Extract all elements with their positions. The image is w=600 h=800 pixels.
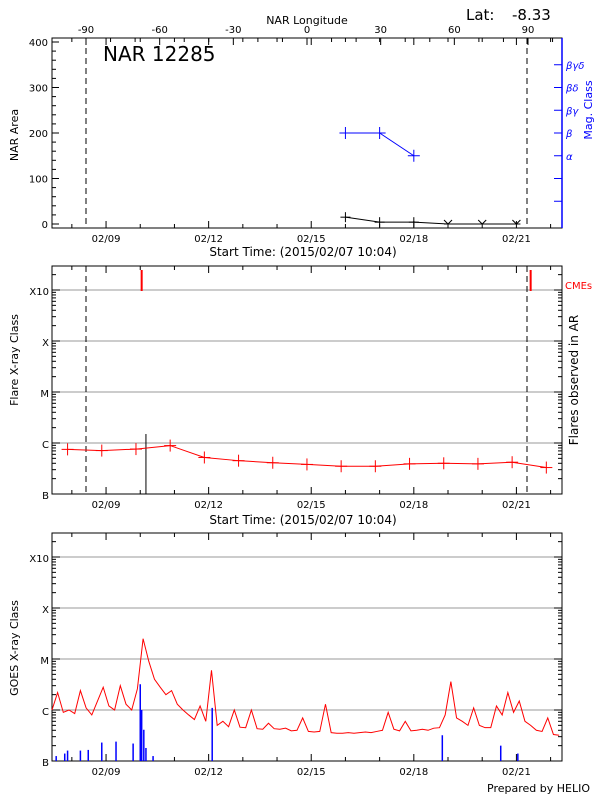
flares-x-tick-label: 02/15: [297, 500, 326, 511]
mag-class-axis-label: Mag. Class: [582, 80, 595, 139]
footer-credit: Prepared by HELIO: [487, 782, 590, 795]
longitude-tick-label: -30: [225, 25, 241, 36]
flares-y-tick-label: X10: [29, 287, 49, 298]
nar-x-axis-title: Start Time: (2015/02/07 10:04): [209, 245, 396, 259]
flares-y-tick-label: X: [42, 338, 49, 349]
lat-label: Lat:: [466, 6, 494, 24]
nar-area-line: [345, 216, 517, 225]
goes-y-tick-label: X10: [29, 554, 49, 565]
flares-x-axis-title: Start Time: (2015/02/07 10:04): [209, 513, 396, 527]
goes-x-tick-label: 02/09: [92, 767, 121, 778]
flares-in-ar-axis-label: Flares observed in AR: [567, 315, 581, 445]
nar-x-tick-label: 02/09: [92, 234, 121, 245]
goes-x-tick-label: 02/21: [502, 767, 531, 778]
nar-panel-frame: [51, 37, 563, 229]
cme-label: CMEs: [565, 281, 592, 292]
mag-class-tick-label: βδ: [565, 84, 579, 95]
nar-area-y-tick-label: 200: [29, 129, 48, 140]
flare-class-axis-label: Flare X-ray Class: [8, 314, 21, 406]
nar-x-tick-label: 02/12: [194, 234, 223, 245]
nar-area-y-tick-label: 100: [29, 175, 48, 186]
mag-class-tick-label: βγ: [565, 106, 579, 117]
nar-area-point-marker: [477, 219, 487, 225]
nar-x-tick-label: 02/15: [297, 234, 326, 245]
goes-panel-frame: [51, 532, 563, 762]
nar-x-tick-label: 02/21: [502, 234, 531, 245]
nar-area-y-tick-label: 400: [29, 38, 48, 49]
goes-class-axis-label: GOES X-ray Class: [8, 600, 21, 696]
longitude-tick-label: 30: [374, 25, 387, 36]
flares-panel-frame: [51, 265, 563, 495]
nar-area-point-marker: [443, 219, 453, 225]
goes-x-tick-label: 02/15: [297, 767, 326, 778]
longitude-tick-label: 60: [448, 25, 461, 36]
goes-x-tick-label: 02/12: [194, 767, 223, 778]
mag-class-tick-label: βγδ: [565, 61, 584, 72]
flares-x-tick-label: 02/21: [502, 500, 531, 511]
goes-flux-line: [51, 638, 560, 736]
flares-x-tick-label: 02/09: [92, 500, 121, 511]
nar-area-y-tick-label: 0: [42, 220, 48, 231]
longitude-tick-label: -60: [151, 25, 167, 36]
longitude-tick-label: -90: [78, 25, 94, 36]
lat-value: -8.33: [512, 6, 551, 24]
nar-area-y-tick-label: 300: [29, 84, 48, 95]
mag-class-tick-label: β: [565, 129, 573, 140]
mag-class-tick-label: α: [566, 152, 573, 163]
longitude-tick-label: 90: [522, 25, 535, 36]
nar-area-point-marker: [512, 219, 521, 225]
region-title: NAR 12285: [103, 42, 216, 66]
goes-y-tick-label: C: [42, 707, 49, 718]
goes-y-tick-label: B: [42, 758, 49, 769]
goes-y-tick-label: X: [42, 605, 49, 616]
goes-x-tick-label: 02/18: [399, 767, 428, 778]
longitude-tick-label: 0: [304, 25, 310, 36]
flares-y-tick-label: C: [42, 440, 49, 451]
flares-y-tick-label: M: [40, 389, 49, 400]
nar-area-axis-label: NAR Area: [8, 109, 21, 161]
nar-x-tick-label: 02/18: [399, 234, 428, 245]
flares-x-tick-label: 02/18: [399, 500, 428, 511]
flares-y-tick-label: B: [42, 491, 49, 502]
flares-x-tick-label: 02/12: [194, 500, 223, 511]
goes-y-tick-label: M: [40, 656, 49, 667]
longitude-axis-title: NAR Longitude: [266, 14, 348, 27]
